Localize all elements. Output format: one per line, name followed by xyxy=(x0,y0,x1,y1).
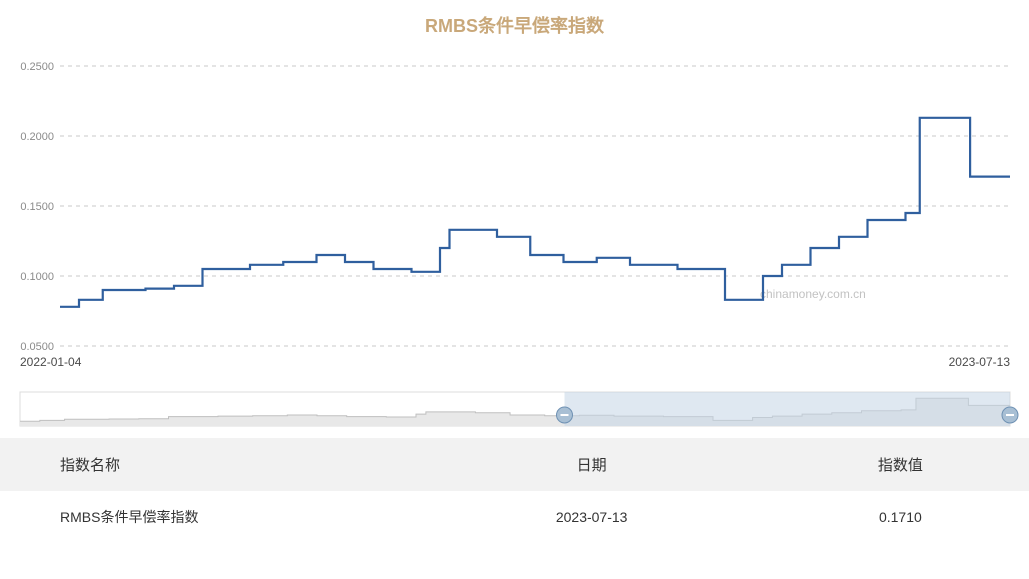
svg-text:0.2500: 0.2500 xyxy=(20,61,54,73)
range-selector[interactable] xyxy=(0,386,1029,432)
col-name: 指数名称 xyxy=(0,438,412,491)
col-value: 指数值 xyxy=(772,438,1029,491)
table-row: RMBS条件早偿率指数 2023-07-13 0.1710 xyxy=(0,491,1029,543)
svg-text:2023-07-13: 2023-07-13 xyxy=(949,355,1011,369)
main-chart-svg: 0.0500 0.1000 0.1500 0.2000 0.2500 chinamoney… xyxy=(0,46,1029,386)
main-chart: 0.0500 0.1000 0.1500 0.2000 0.2500 chinamoney… xyxy=(0,46,1029,386)
cell-date: 2023-07-13 xyxy=(412,491,772,543)
chart-title: RMBS条件早偿率指数 xyxy=(0,0,1029,46)
range-selector-svg[interactable] xyxy=(0,386,1029,432)
svg-text:0.0500: 0.0500 xyxy=(20,341,54,353)
table-header-row: 指数名称 日期 指数值 xyxy=(0,438,1029,491)
col-date: 日期 xyxy=(412,438,772,491)
svg-text:chinamoney.com.cn: chinamoney.com.cn xyxy=(760,287,866,301)
chart-title-text: RMBS条件早偿率指数 xyxy=(425,16,604,36)
cell-name: RMBS条件早偿率指数 xyxy=(0,491,412,543)
svg-text:0.1500: 0.1500 xyxy=(20,201,54,213)
cell-value: 0.1710 xyxy=(772,491,1029,543)
svg-text:0.1000: 0.1000 xyxy=(20,271,54,283)
svg-text:0.2000: 0.2000 xyxy=(20,131,54,143)
svg-text:2022-01-04: 2022-01-04 xyxy=(20,355,82,369)
data-table: 指数名称 日期 指数值 RMBS条件早偿率指数 2023-07-13 0.171… xyxy=(0,438,1029,543)
